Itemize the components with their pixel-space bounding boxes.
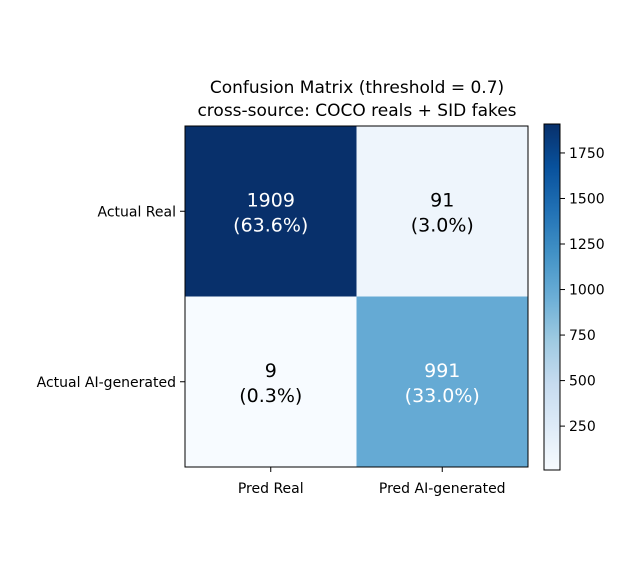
x-axis-ticks: Pred Real Pred AI-generated	[238, 467, 506, 497]
x-tick-label: Pred AI-generated	[379, 481, 506, 497]
colorbar-tick-label: 1250	[569, 237, 605, 253]
colorbar-tick-label: 250	[569, 419, 596, 435]
cell-count-label: 91	[430, 189, 454, 211]
colorbar-tick-label: 1000	[569, 283, 605, 299]
y-tick-label: Actual AI-generated	[37, 375, 176, 391]
colorbar-tick-label: 1750	[569, 146, 605, 162]
y-axis-ticks: Actual Real Actual AI-generated	[37, 204, 185, 391]
chart-title: Confusion Matrix (threshold = 0.7)	[210, 78, 504, 98]
plot-frame	[184, 125, 529, 468]
colorbar-tick-label: 500	[569, 374, 596, 390]
colorbar-ticks: 250 500 750 1000 1250 1500 1750	[560, 146, 605, 435]
cell-percent-label: (3.0%)	[411, 214, 474, 236]
cell-percent-label: (63.6%)	[233, 214, 308, 236]
cell-percent-label: (33.0%)	[405, 385, 480, 407]
heatmap-cell-r0-c1	[356, 126, 528, 297]
cell-count-label: 1909	[247, 189, 295, 211]
chart-subtitle: cross-source: COCO reals + SID fakes	[197, 101, 516, 121]
heatmap-cell-r1-c1	[356, 296, 528, 467]
heatmap-cell-r1-c0	[185, 296, 357, 467]
cell-count-label: 9	[265, 360, 277, 382]
x-tick-label: Pred Real	[238, 481, 304, 497]
heatmap-cell-r0-c0	[185, 126, 357, 297]
cell-count-label: 991	[424, 360, 460, 382]
y-tick-label: Actual Real	[98, 204, 177, 220]
colorbar-tick-label: 1500	[569, 191, 605, 207]
heatmap-cells	[185, 126, 528, 467]
colorbar	[543, 123, 561, 471]
heatmap-cell-labels: 1909 (63.6%) 91 (3.0%) 9 (0.3%) 991 (33.0%)	[233, 189, 480, 407]
cell-percent-label: (0.3%)	[239, 385, 302, 407]
colorbar-tick-label: 750	[569, 328, 596, 344]
